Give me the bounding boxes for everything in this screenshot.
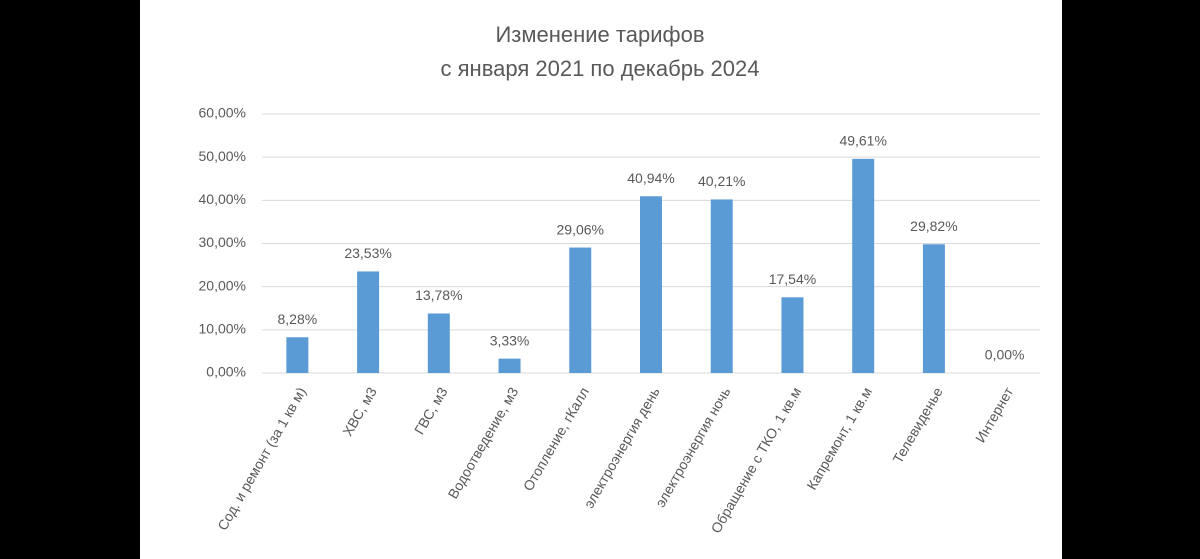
bar [922,244,945,373]
value-label: 29,82% [910,218,957,234]
bar [427,313,450,373]
chart-title: Изменение тарифов [495,22,704,47]
value-label: 17,54% [769,271,816,287]
bar [569,247,592,373]
y-tick-label: 10,00% [199,321,246,337]
y-tick-label: 20,00% [199,277,246,293]
bar [710,199,733,373]
y-tick-label: 60,00% [199,105,246,121]
chart-background [140,0,1062,559]
bar [498,358,521,373]
bar [286,337,309,373]
value-label: 8,28% [278,311,318,327]
bar [640,196,662,373]
bar [357,271,380,373]
y-tick-label: 30,00% [199,234,246,250]
value-label: 0,00% [985,347,1025,363]
value-label: 3,33% [490,332,530,348]
chart-subtitle: с января 2021 по декабрь 2024 [441,56,760,81]
y-tick-label: 0,00% [206,364,246,380]
value-label: 40,94% [627,170,674,186]
bar [852,158,875,373]
y-tick-label: 40,00% [199,191,246,207]
bar [781,297,804,373]
value-label: 49,61% [839,133,886,149]
y-tick-label: 50,00% [199,148,246,164]
value-label: 23,53% [344,245,391,261]
value-label: 29,06% [557,221,604,237]
value-label: 40,21% [698,173,745,189]
value-label: 13,78% [415,287,462,303]
